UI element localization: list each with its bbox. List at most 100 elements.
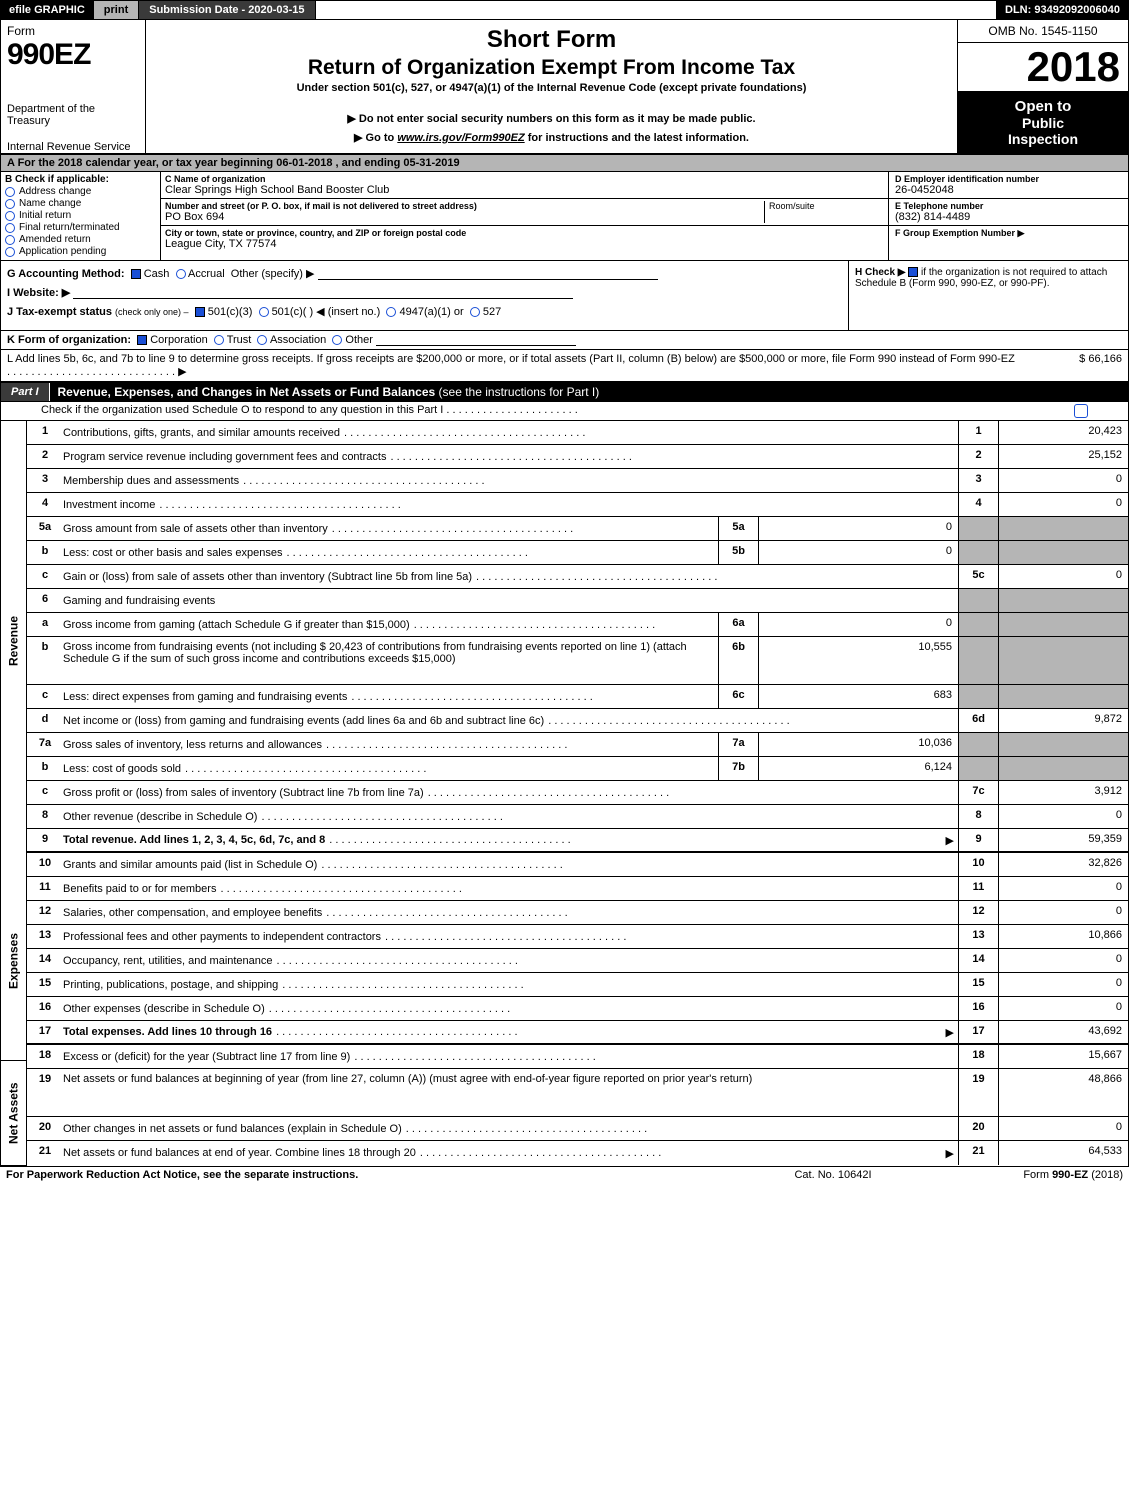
chk-initial-return[interactable]: Initial return [5,210,156,221]
line-description: Membership dues and assessments . . . . … [63,469,958,492]
result-line-number: 1 [958,421,998,444]
page-footer: For Paperwork Reduction Act Notice, see … [0,1167,1129,1183]
c-name-label: C Name of organization [165,174,884,184]
result-line-number: 18 [958,1045,998,1068]
table-row: dNet income or (loss) from gaming and fu… [27,709,1128,733]
period-begin: 06-01-2018 [276,157,332,169]
result-line-number: 15 [958,973,998,996]
j-527-radio[interactable] [470,307,480,317]
header-right: OMB No. 1545-1150 2018 Open to Public In… [958,20,1128,153]
box-b-header: B Check if applicable: [5,174,156,185]
inner-value: 10,555 [759,637,958,684]
line-number: 13 [27,925,63,948]
irs-link[interactable]: www.irs.gov/Form990EZ [397,132,524,144]
inner-value: 10,036 [759,733,958,756]
chk-label: Final return/terminated [19,222,120,233]
part1-sub-checkbox[interactable] [1074,404,1088,418]
open3: Inspection [962,131,1124,147]
g-cash-checkbox[interactable] [131,269,141,279]
j-501c-radio[interactable] [259,307,269,317]
line-description: Gross sales of inventory, less returns a… [63,733,718,756]
result-line-number: 4 [958,493,998,516]
k-other-radio[interactable] [332,335,342,345]
k-trust-radio[interactable] [214,335,224,345]
line-description: Other changes in net assets or fund bala… [63,1117,958,1140]
line-description: Occupancy, rent, utilities, and maintena… [63,949,958,972]
g-other-input[interactable] [318,268,658,280]
rows-container: 1Contributions, gifts, grants, and simil… [27,421,1128,1166]
f-label: F Group Exemption Number ▶ [895,228,1122,239]
title-ssn-warning: ▶ Do not enter social security numbers o… [156,112,947,125]
table-row: 5aGross amount from sale of assets other… [27,517,1128,541]
line-description: Total revenue. Add lines 1, 2, 3, 4, 5c,… [63,829,958,851]
tax-period-row: A For the 2018 calendar year, or tax yea… [0,155,1129,172]
dln-label: DLN: 93492092006040 [997,1,1128,19]
h-checkbox[interactable] [908,267,918,277]
result-line-number: 20 [958,1117,998,1140]
table-row: 6Gaming and fundraising events [27,589,1128,613]
result-value: 0 [998,949,1128,972]
line-number: b [27,637,63,684]
chk-label: Name change [19,198,81,209]
chk-name-change[interactable]: Name change [5,198,156,209]
line-description: Net assets or fund balances at end of ye… [63,1141,958,1165]
g-accrual-radio[interactable] [176,269,186,279]
result-line-number: 7c [958,781,998,804]
result-value [998,733,1128,756]
k-corp-checkbox[interactable] [137,335,147,345]
j-501c3-checkbox[interactable] [195,307,205,317]
chk-amended-return[interactable]: Amended return [5,234,156,245]
inner-line-number: 6b [719,637,759,684]
table-row: 19Net assets or fund balances at beginni… [27,1069,1128,1117]
j-label: J Tax-exempt status [7,306,112,318]
line-description: Other revenue (describe in Schedule O) .… [63,805,958,828]
line-number: 20 [27,1117,63,1140]
g-cash: Cash [144,268,170,280]
result-line-number: 12 [958,901,998,924]
inner-cells: 6b10,555 [718,637,958,684]
table-row: cGross profit or (loss) from sales of in… [27,781,1128,805]
j-527: 527 [483,306,501,318]
line-i: I Website: ▶ [7,286,842,299]
line-number: 6 [27,589,63,612]
line-number: b [27,757,63,780]
line-description: Grants and similar amounts paid (list in… [63,853,958,876]
line-description: Printing, publications, postage, and shi… [63,973,958,996]
title-short-form: Short Form [156,26,947,54]
result-value: 25,152 [998,445,1128,468]
part1-tab: Part I [1,383,50,401]
ghij-block: G Accounting Method: Cash Accrual Other … [0,261,1129,331]
k-assoc-radio[interactable] [257,335,267,345]
inner-cells: 5a0 [718,517,958,540]
result-value: 0 [998,805,1128,828]
open2: Public [962,115,1124,131]
table-row: 16Other expenses (describe in Schedule O… [27,997,1128,1021]
table-row: bLess: cost or other basis and sales exp… [27,541,1128,565]
table-row: bLess: cost of goods sold . . . . . . . … [27,757,1128,781]
part1-sub-text: Check if the organization used Schedule … [41,404,443,416]
box-b: B Check if applicable: Address change Na… [1,172,161,260]
table-row: cGain or (loss) from sale of assets othe… [27,565,1128,589]
l-arrow: ▶ [178,366,186,378]
h-label: H Check ▶ [855,267,905,278]
box-c: C Name of organization Clear Springs Hig… [161,172,888,260]
result-line-number: 16 [958,997,998,1020]
k-other-input[interactable] [376,335,576,346]
result-value [998,613,1128,636]
result-line-number [958,613,998,636]
part1-header: Part I Revenue, Expenses, and Changes in… [0,382,1129,402]
chk-address-change[interactable]: Address change [5,186,156,197]
line-number: c [27,781,63,804]
print-button[interactable]: print [94,1,139,19]
j-4947-radio[interactable] [386,307,396,317]
chk-final-return[interactable]: Final return/terminated [5,222,156,233]
d-label: D Employer identification number [895,174,1122,184]
result-value [998,637,1128,684]
table-row: 18Excess or (deficit) for the year (Subt… [27,1045,1128,1069]
line-number: 16 [27,997,63,1020]
j-501c: 501(c)( ) ◀ (insert no.) [272,306,381,318]
line-description: Gaming and fundraising events [63,589,958,612]
arrow-icon: ▶ [946,1026,954,1039]
i-website-input[interactable] [73,287,573,299]
chk-application-pending[interactable]: Application pending [5,246,156,257]
